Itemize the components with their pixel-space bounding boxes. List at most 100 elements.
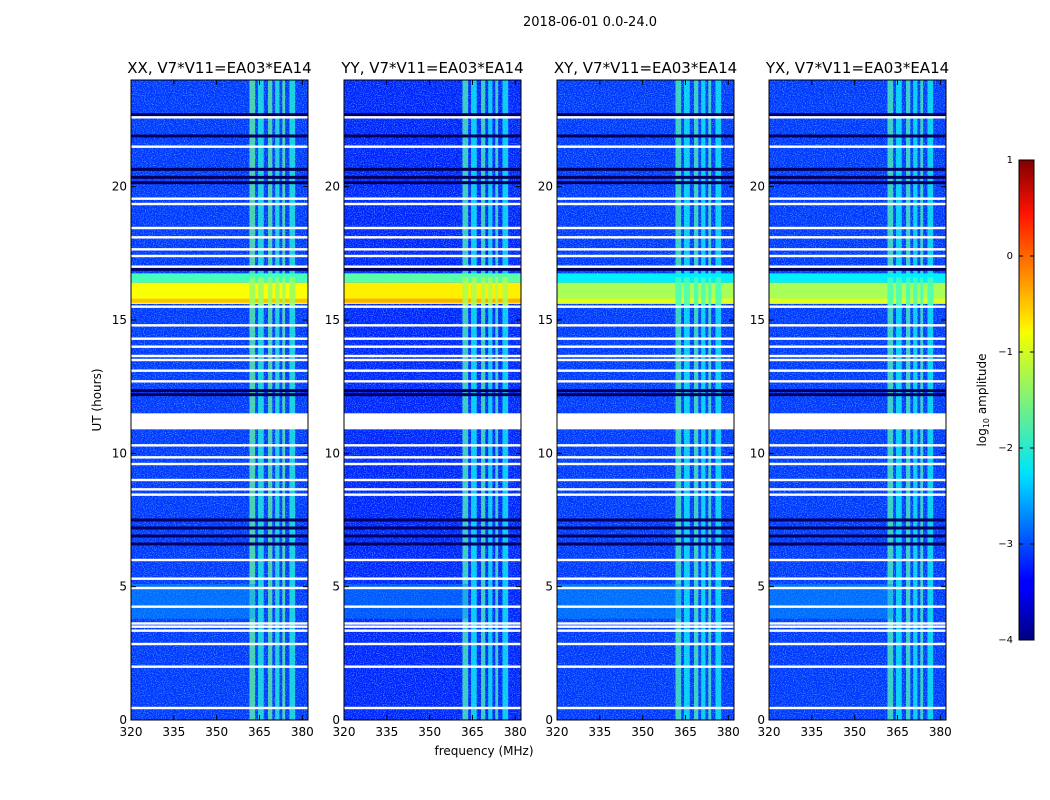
rfi-stripe xyxy=(249,80,256,720)
flagged-row xyxy=(131,586,308,590)
flagged-row xyxy=(131,197,308,200)
rfi-stripe xyxy=(258,80,264,720)
burst-core xyxy=(344,298,521,303)
flagged-row xyxy=(769,197,946,200)
dark-row xyxy=(344,175,521,179)
rfi-stripe xyxy=(675,80,682,720)
rfi-stripe xyxy=(282,80,286,720)
flagged-row xyxy=(557,305,734,308)
dark-row xyxy=(344,267,521,271)
flagged-row xyxy=(557,248,734,251)
dark-row xyxy=(131,389,308,393)
flagged-row xyxy=(344,558,521,562)
flagged-row xyxy=(344,197,521,200)
burst-rfi-cell xyxy=(715,277,722,306)
flagged-row xyxy=(131,380,308,383)
y-tick-label: 20 xyxy=(750,180,765,194)
flagged-row xyxy=(344,586,521,590)
x-tick-label: 350 xyxy=(631,725,654,739)
burst-rfi-cell xyxy=(701,277,706,306)
flagged-row xyxy=(131,265,308,268)
flagged-row xyxy=(131,236,308,239)
x-tick-label: 380 xyxy=(291,725,314,739)
flagged-row xyxy=(131,337,308,340)
heatmap-panel: XY, V7*V11=EA03*EA14 320 335 350 365 380 0 5 10 1… xyxy=(538,59,740,739)
dark-row xyxy=(769,113,946,117)
dark-row xyxy=(769,393,946,397)
flagged-row xyxy=(557,456,734,459)
x-tick-label: 365 xyxy=(886,725,909,739)
flagged-row xyxy=(344,305,521,308)
dark-row xyxy=(769,181,946,185)
flagged-row xyxy=(344,488,521,491)
flagged-row xyxy=(769,462,946,466)
dark-row xyxy=(769,134,946,138)
flagged-row xyxy=(131,462,308,466)
flagged-row xyxy=(769,345,946,348)
flagged-row xyxy=(769,265,946,268)
flagged-row xyxy=(131,605,308,608)
dark-row xyxy=(344,167,521,171)
flagged-row xyxy=(131,226,308,230)
rfi-stripe xyxy=(268,80,273,720)
rfi-stripe xyxy=(488,80,493,720)
flagged-row xyxy=(344,665,521,668)
dark-row xyxy=(344,389,521,393)
flagged-row xyxy=(557,226,734,230)
colorbar-ticks: 1 0 −1 −2 −3 −4 xyxy=(998,155,1034,646)
flagged-gap xyxy=(344,413,521,430)
burst-rfi-cell xyxy=(289,277,296,306)
rfi-stripe xyxy=(887,80,894,720)
flagged-row xyxy=(769,358,946,362)
burst-edge xyxy=(557,273,734,283)
panel-title: XY, V7*V11=EA03*EA14 xyxy=(554,59,737,77)
flagged-row xyxy=(557,605,734,608)
burst-core xyxy=(131,298,308,303)
flagged-row xyxy=(769,354,946,358)
flagged-row xyxy=(769,642,946,646)
flagged-row xyxy=(557,558,734,562)
burst-edge xyxy=(131,273,308,283)
flagged-row xyxy=(557,345,734,348)
dark-row xyxy=(557,167,734,171)
flagged-row xyxy=(769,577,946,580)
panel-frame xyxy=(768,79,947,721)
dark-row xyxy=(131,113,308,117)
flagged-gap xyxy=(769,413,946,430)
dark-row xyxy=(131,181,308,185)
burst-rfi-cell xyxy=(481,277,486,306)
flagged-row xyxy=(344,493,521,496)
dark-row xyxy=(557,389,734,393)
x-tick-label: 335 xyxy=(375,725,398,739)
colorbar-label: log10 amplitude xyxy=(975,354,991,447)
flagged-row xyxy=(344,605,521,608)
x-tick-label: 365 xyxy=(248,725,271,739)
flagged-row xyxy=(344,226,521,230)
x-tick-label: 320 xyxy=(758,725,781,739)
flagged-row xyxy=(131,478,308,482)
flagged-row xyxy=(769,444,946,447)
dark-row xyxy=(557,393,734,397)
dark-row xyxy=(344,134,521,138)
flagged-row xyxy=(557,577,734,580)
dark-row xyxy=(344,393,521,397)
flagged-row xyxy=(131,248,308,251)
flagged-row xyxy=(131,444,308,447)
flagged-row xyxy=(131,354,308,358)
y-tick-label: 5 xyxy=(332,580,340,594)
burst-rfi-cell xyxy=(913,277,918,306)
dark-row xyxy=(769,542,946,546)
flagged-row xyxy=(344,629,521,632)
flagged-row xyxy=(344,706,521,710)
flagged-row xyxy=(769,116,946,119)
flagged-row xyxy=(344,116,521,119)
burst-rfi-cell xyxy=(694,277,699,306)
y-tick-label: 15 xyxy=(112,313,127,327)
y-tick-label: 10 xyxy=(538,446,553,460)
rfi-stripe xyxy=(684,80,690,720)
flagged-row xyxy=(344,622,521,625)
dark-row xyxy=(557,518,734,522)
burst-rfi-cell xyxy=(708,277,712,306)
flagged-row xyxy=(131,706,308,710)
burst-rfi-cell xyxy=(249,277,256,306)
